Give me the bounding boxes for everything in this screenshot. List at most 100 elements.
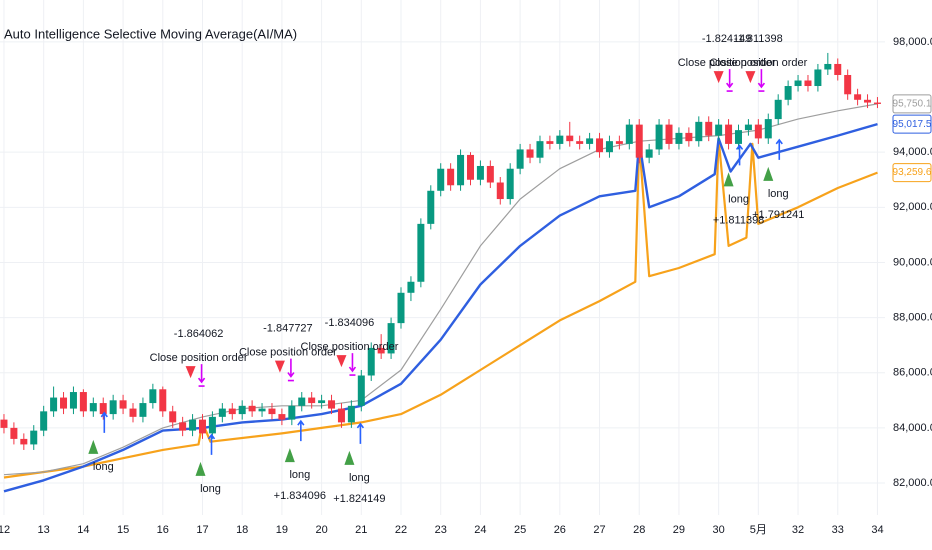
signal-label: -1.811398 xyxy=(734,33,783,45)
candle-body xyxy=(20,438,28,445)
candle-body xyxy=(834,63,842,75)
candle-body xyxy=(536,141,544,158)
long-signal xyxy=(763,166,774,181)
candle-body xyxy=(218,408,226,417)
candle-body xyxy=(298,397,306,406)
signal-label: long xyxy=(289,469,310,481)
long-signal xyxy=(88,439,99,454)
candle-body xyxy=(347,405,355,423)
signal-label: +1.811398 xyxy=(713,214,765,226)
entry-arrow xyxy=(207,433,216,455)
candle-body xyxy=(357,375,365,406)
signal-label: -1.824149 xyxy=(702,33,752,45)
candle-body xyxy=(10,427,18,439)
candle-body xyxy=(625,124,633,144)
candle-body xyxy=(397,292,405,324)
candle-body xyxy=(119,400,127,409)
signal-label: Close position order xyxy=(150,352,248,364)
x-tick-label: 23 xyxy=(435,524,447,536)
axes: 82,000.0 84,000.0 86,000.0 88,000.0 90,000.0… xyxy=(0,36,932,536)
x-tick-label: 20 xyxy=(315,524,327,536)
entry-arrow xyxy=(775,138,783,160)
x-tick-label: 17 xyxy=(196,524,208,536)
candle-body xyxy=(774,99,782,120)
candle-body xyxy=(69,392,77,409)
last-value-label: 95,750.1 xyxy=(893,99,932,110)
candle-body xyxy=(576,141,584,144)
candle-body xyxy=(238,405,246,415)
candle-body xyxy=(318,400,326,404)
candle-body xyxy=(566,135,574,142)
candles xyxy=(0,52,881,450)
exit-arrow xyxy=(726,69,734,92)
candle-body xyxy=(675,132,683,144)
candle-body xyxy=(506,168,514,200)
candle-body xyxy=(427,190,435,224)
y-tick-label: 98,000.0 xyxy=(893,36,932,48)
candle-body xyxy=(635,124,643,158)
entry-arrow xyxy=(356,422,365,444)
x-tick-label: 32 xyxy=(792,524,804,536)
candle-body xyxy=(586,138,594,144)
candle-body xyxy=(754,124,762,139)
candle-body xyxy=(328,400,336,409)
candle-body xyxy=(248,405,256,412)
x-tick-label: 12 xyxy=(0,524,10,536)
signal-label: Close position order xyxy=(301,341,399,353)
last-value-label: 95,017.5 xyxy=(893,119,932,130)
candle-body xyxy=(764,119,772,139)
candle-body xyxy=(367,347,375,376)
exit-arrow xyxy=(197,364,206,387)
signal-label: +1.791241 xyxy=(752,209,804,221)
x-tick-label: 28 xyxy=(633,524,645,536)
candle-body xyxy=(417,223,425,282)
signal-label: Close position order xyxy=(239,346,337,358)
x-tick-label: 19 xyxy=(276,524,288,536)
candle-body xyxy=(844,74,852,95)
entry-arrow xyxy=(297,419,305,442)
candle-body xyxy=(715,124,723,136)
candle-body xyxy=(149,389,157,404)
signal-label: Close position order xyxy=(678,57,776,69)
x-tick-label: 30 xyxy=(713,524,725,536)
candle-body xyxy=(30,430,38,445)
candle-body xyxy=(129,408,137,417)
indicator-line xyxy=(3,137,878,479)
candle-body xyxy=(705,121,713,136)
candle-body xyxy=(486,165,494,183)
signals: -1.864062 Close position order -1.847727 Cl… xyxy=(88,33,808,505)
candle-body xyxy=(615,141,623,144)
close-signal xyxy=(745,71,756,84)
candle-body xyxy=(50,397,58,412)
long-signal xyxy=(344,450,355,465)
x-tick-label: 16 xyxy=(157,524,169,536)
y-tick-label: 94,000.0 xyxy=(893,146,932,158)
candle-body xyxy=(744,124,752,131)
candle-body xyxy=(685,132,693,142)
close-signal xyxy=(336,355,347,368)
signal-label: long xyxy=(93,461,114,473)
candle-body xyxy=(824,63,832,70)
signal-label: Close position order xyxy=(709,57,807,69)
candle-body xyxy=(308,397,316,404)
candle-body xyxy=(258,408,266,412)
signal-label: +1.824149 xyxy=(333,493,385,505)
candle-body xyxy=(208,416,216,434)
candle-body xyxy=(466,154,474,180)
signal-label: long xyxy=(728,193,749,205)
y-tick-label: 84,000.0 xyxy=(893,422,932,434)
x-tick-label: 14 xyxy=(77,524,89,536)
candle-body xyxy=(784,86,792,100)
last-value-box xyxy=(892,163,932,183)
x-tick-label: 24 xyxy=(474,524,486,536)
candle-body xyxy=(228,408,236,415)
x-tick-label: 5月 xyxy=(750,524,767,536)
y-tick-label: 88,000.0 xyxy=(893,312,932,324)
x-tick-label: 18 xyxy=(236,524,248,536)
candle-body xyxy=(873,102,881,104)
close-signal xyxy=(185,366,196,379)
exit-arrow xyxy=(757,69,766,92)
